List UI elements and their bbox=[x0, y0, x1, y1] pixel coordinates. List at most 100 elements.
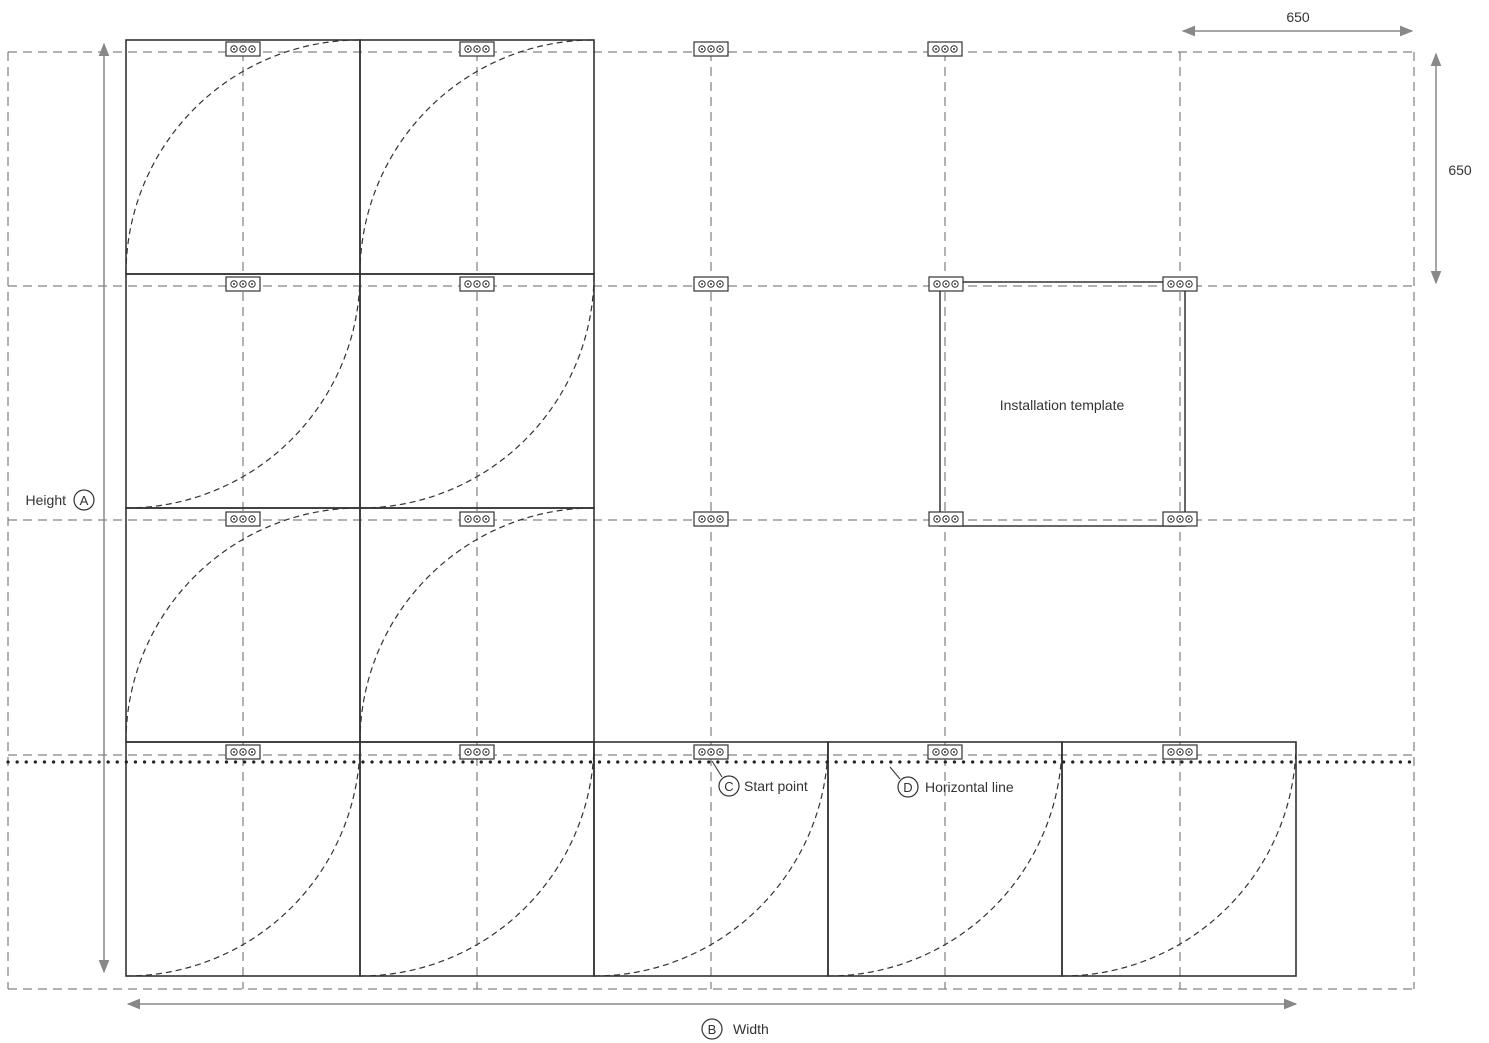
template-label: Installation template bbox=[1000, 397, 1125, 413]
mounting-bracket bbox=[1162, 276, 1198, 292]
screw-dot bbox=[944, 751, 946, 753]
screw-hole bbox=[248, 515, 256, 523]
screw-hole bbox=[239, 280, 247, 288]
screw-hole bbox=[698, 45, 706, 53]
screw-dot bbox=[701, 283, 703, 285]
screw-dot bbox=[945, 518, 947, 520]
screw-dot bbox=[251, 751, 253, 753]
mounting-bracket bbox=[225, 276, 261, 292]
panel-curve bbox=[125, 273, 361, 509]
screw-dot bbox=[1170, 751, 1172, 753]
screw-hole bbox=[941, 748, 949, 756]
mounting-bracket bbox=[225, 511, 261, 527]
screw-hole bbox=[942, 515, 950, 523]
screw-dot bbox=[719, 518, 721, 520]
screw-dot bbox=[954, 283, 956, 285]
screw-dot bbox=[1188, 518, 1190, 520]
screw-dot bbox=[1179, 283, 1181, 285]
screw-dot bbox=[710, 48, 712, 50]
screw-hole bbox=[1176, 280, 1184, 288]
screw-hole bbox=[1185, 280, 1193, 288]
screw-dot bbox=[476, 518, 478, 520]
screw-dot bbox=[485, 518, 487, 520]
screw-hole bbox=[950, 45, 958, 53]
screw-dot bbox=[1170, 283, 1172, 285]
screw-dot bbox=[233, 751, 235, 753]
screw-hole bbox=[698, 748, 706, 756]
screw-hole bbox=[248, 45, 256, 53]
screw-hole bbox=[716, 515, 724, 523]
screw-dot bbox=[242, 518, 244, 520]
mounting-bracket bbox=[459, 41, 495, 57]
screw-dot bbox=[719, 48, 721, 50]
start-point-marker: C bbox=[724, 779, 733, 794]
screw-hole bbox=[482, 748, 490, 756]
screw-hole bbox=[482, 45, 490, 53]
panel-curve bbox=[359, 273, 595, 509]
panel-layout bbox=[125, 39, 1297, 977]
horizontal-line-marker-circle bbox=[897, 776, 919, 798]
screw-dot bbox=[719, 283, 721, 285]
horizontal-line-marker: D bbox=[903, 780, 912, 795]
screw-dot bbox=[935, 751, 937, 753]
screw-dot bbox=[710, 283, 712, 285]
screw-dot bbox=[251, 283, 253, 285]
screw-hole bbox=[464, 280, 472, 288]
screw-hole bbox=[951, 515, 959, 523]
screw-hole bbox=[932, 45, 940, 53]
screw-dot bbox=[1179, 751, 1181, 753]
screw-hole bbox=[1185, 748, 1193, 756]
screw-hole bbox=[707, 748, 715, 756]
width-marker-circle bbox=[701, 1018, 723, 1040]
mounting-bracket bbox=[693, 276, 729, 292]
screw-hole bbox=[239, 45, 247, 53]
screw-dot bbox=[945, 283, 947, 285]
screw-hole bbox=[1167, 515, 1175, 523]
panel bbox=[1061, 741, 1297, 977]
screw-hole bbox=[1167, 280, 1175, 288]
screw-hole bbox=[942, 280, 950, 288]
screw-hole bbox=[707, 280, 715, 288]
screw-hole bbox=[473, 45, 481, 53]
panel-curve bbox=[1061, 741, 1297, 977]
screw-hole bbox=[716, 748, 724, 756]
screw-dot bbox=[485, 751, 487, 753]
screw-dot bbox=[1188, 751, 1190, 753]
screw-hole bbox=[230, 515, 238, 523]
screw-dot bbox=[242, 283, 244, 285]
installation-template: Installation template bbox=[928, 276, 1198, 527]
screw-hole bbox=[950, 748, 958, 756]
screw-dot bbox=[233, 518, 235, 520]
mounting-bracket bbox=[693, 41, 729, 57]
template-brackets bbox=[928, 276, 1198, 527]
screw-dot bbox=[944, 48, 946, 50]
panel-curve bbox=[359, 741, 595, 977]
height-label: Height bbox=[26, 492, 67, 508]
screw-dot bbox=[1170, 518, 1172, 520]
dimension-650-horizontal: 650 bbox=[1286, 9, 1310, 25]
mounting-bracket bbox=[225, 41, 261, 57]
screw-dot bbox=[701, 518, 703, 520]
screw-hole bbox=[1185, 515, 1193, 523]
screw-dot bbox=[936, 283, 938, 285]
mounting-bracket bbox=[1162, 744, 1198, 760]
screw-hole bbox=[464, 515, 472, 523]
screw-dot bbox=[701, 751, 703, 753]
mounting-bracket bbox=[225, 744, 261, 760]
dimension-arrows bbox=[98, 25, 1442, 1010]
screw-dot bbox=[467, 751, 469, 753]
mounting-brackets bbox=[225, 41, 1198, 760]
screw-hole bbox=[482, 280, 490, 288]
horizontal-line-label: Horizontal line bbox=[925, 779, 1014, 795]
screw-dot bbox=[467, 283, 469, 285]
screw-hole bbox=[716, 45, 724, 53]
screw-hole bbox=[464, 45, 472, 53]
mounting-bracket bbox=[928, 511, 964, 527]
mounting-bracket bbox=[693, 511, 729, 527]
panel-curve bbox=[125, 507, 361, 743]
screw-dot bbox=[242, 48, 244, 50]
screw-dot bbox=[953, 751, 955, 753]
screw-hole bbox=[248, 280, 256, 288]
screw-dot bbox=[719, 751, 721, 753]
